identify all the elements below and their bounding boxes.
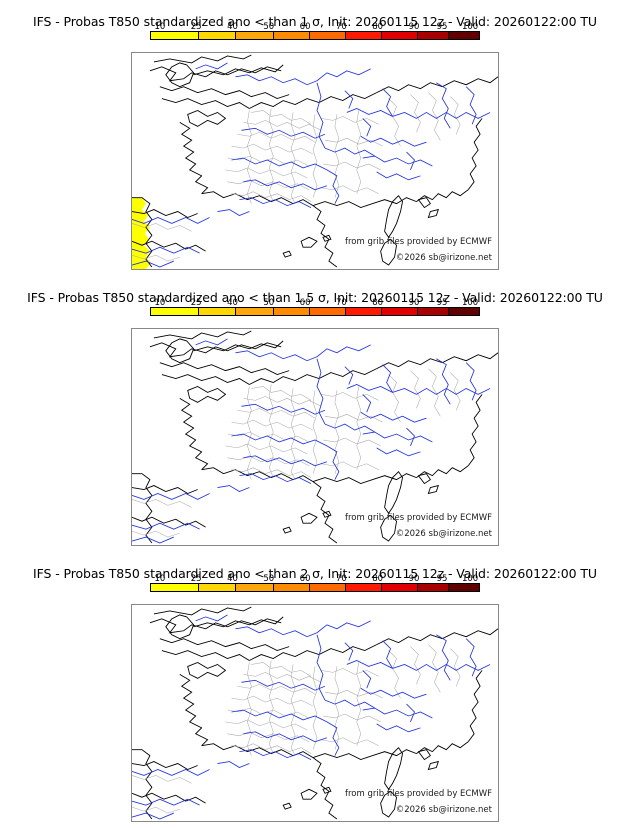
colorbar-tick-50: 50 — [263, 22, 275, 32]
colorbar-ticks: 10 25 40 50 60 70 80 90 95 100 — [150, 22, 480, 32]
map-canvas-1[interactable]: from grib files provided by ECMWF ©2026 … — [131, 52, 499, 270]
colorbar-ticks: 10 25 40 50 60 70 80 90 95 100 — [150, 574, 480, 584]
shaded-region-10-25 — [132, 197, 151, 269]
colorbar-tick-80: 80 — [372, 574, 384, 584]
colorbar-tick-25: 25 — [190, 574, 202, 584]
river-layer — [132, 338, 491, 544]
colorbar-segment-25-40 — [198, 32, 237, 39]
colorbar-tick-25: 25 — [190, 298, 202, 308]
colorbar-segment-80-90 — [382, 308, 419, 315]
forecast-panel-1-sigma: IFS - Probas T850 standardized ano < tha… — [0, 0, 630, 276]
island-layer — [282, 746, 440, 818]
colorbar-tick-95: 95 — [436, 22, 448, 32]
colorbar-tick-95: 95 — [436, 574, 448, 584]
data-source-credit: from grib files provided by ECMWF — [345, 237, 492, 247]
colorbar-segment-40-50 — [236, 32, 274, 39]
panel-title: IFS - Probas T850 standardized ano < tha… — [33, 566, 597, 581]
forecast-panel-1p5-sigma: IFS - Probas T850 standardized ano < tha… — [0, 276, 630, 552]
colorbar-segment-10-25 — [151, 308, 199, 315]
colorbar-tick-90: 90 — [408, 574, 420, 584]
forecast-panel-2-sigma: IFS - Probas T850 standardized ano < tha… — [0, 552, 630, 828]
copyright-credit: ©2026 sb@irizone.net — [395, 253, 492, 263]
colorbar-segment-25-40 — [198, 584, 237, 591]
colorbar-tick-40: 40 — [227, 574, 238, 584]
map-svg — [132, 606, 498, 820]
administrative-border-layer — [132, 368, 461, 538]
geography-layer — [132, 606, 498, 820]
colorbar-tick-40: 40 — [227, 22, 238, 32]
map-svg — [132, 330, 498, 544]
colorbar-2: 10 25 40 50 60 70 80 90 95 100 — [150, 298, 480, 316]
probability-shading-layer — [132, 197, 151, 269]
map-svg — [132, 54, 498, 269]
colorbar-tick-80: 80 — [372, 298, 384, 308]
colorbar-segment-95-100 — [449, 32, 479, 39]
colorbar-segment-90-95 — [418, 584, 450, 591]
colorbar-3: 10 25 40 50 60 70 80 90 95 100 — [150, 574, 480, 592]
river-layer — [132, 614, 491, 820]
colorbar-tick-95: 95 — [436, 298, 448, 308]
geography-layer — [132, 54, 498, 268]
data-source-credit: from grib files provided by ECMWF — [345, 513, 492, 523]
colorbar-segment-50-60 — [273, 308, 311, 315]
colorbar-tick-25: 25 — [190, 22, 202, 32]
colorbar-tick-50: 50 — [263, 574, 275, 584]
colorbar-segment-60-70 — [310, 584, 347, 591]
colorbar-tick-10: 10 — [154, 574, 166, 584]
colorbar-segment-10-25 — [151, 584, 199, 591]
colorbar-tick-70: 70 — [335, 22, 347, 32]
colorbar-segment-80-90 — [382, 32, 419, 39]
map-canvas-3[interactable]: from grib files provided by ECMWF ©2026 … — [131, 604, 499, 822]
colorbar-segment-95-100 — [449, 584, 479, 591]
colorbar-1: 10 25 40 50 60 70 80 90 95 100 — [150, 22, 480, 40]
colorbar-tick-90: 90 — [408, 22, 420, 32]
colorbar-tick-100: 100 — [461, 298, 479, 308]
coastline-layer — [132, 330, 498, 544]
colorbar-gradient — [150, 307, 480, 316]
colorbar-segment-40-50 — [236, 584, 274, 591]
colorbar-tick-100: 100 — [461, 574, 479, 584]
river-layer — [132, 62, 491, 268]
colorbar-tick-50: 50 — [263, 298, 275, 308]
island-layer — [282, 194, 440, 266]
colorbar-tick-100: 100 — [461, 22, 479, 32]
colorbar-tick-40: 40 — [227, 298, 238, 308]
colorbar-tick-80: 80 — [372, 22, 384, 32]
panel-title: IFS - Probas T850 standardized ano < tha… — [27, 290, 603, 305]
copyright-credit: ©2026 sb@irizone.net — [395, 805, 492, 815]
colorbar-segment-10-25 — [151, 32, 199, 39]
colorbar-segment-25-40 — [198, 308, 237, 315]
panel-title: IFS - Probas T850 standardized ano < tha… — [33, 14, 597, 29]
colorbar-tick-60: 60 — [299, 574, 311, 584]
colorbar-segment-50-60 — [273, 584, 311, 591]
colorbar-segment-95-100 — [449, 308, 479, 315]
geography-layer — [132, 330, 498, 544]
colorbar-segment-50-60 — [273, 32, 311, 39]
colorbar-segment-40-50 — [236, 308, 274, 315]
copyright-credit: ©2026 sb@irizone.net — [395, 529, 492, 539]
colorbar-tick-60: 60 — [299, 298, 311, 308]
colorbar-segment-60-70 — [310, 308, 347, 315]
colorbar-gradient — [150, 583, 480, 592]
colorbar-tick-10: 10 — [154, 298, 166, 308]
colorbar-tick-10: 10 — [154, 22, 166, 32]
colorbar-tick-70: 70 — [335, 574, 347, 584]
colorbar-segment-90-95 — [418, 308, 450, 315]
colorbar-tick-70: 70 — [335, 298, 347, 308]
colorbar-segment-70-80 — [346, 32, 383, 39]
administrative-border-layer — [132, 92, 461, 262]
colorbar-gradient — [150, 31, 480, 40]
colorbar-tick-60: 60 — [299, 22, 311, 32]
colorbar-segment-80-90 — [382, 584, 419, 591]
data-source-credit: from grib files provided by ECMWF — [345, 789, 492, 799]
administrative-border-layer — [132, 644, 461, 814]
colorbar-segment-90-95 — [418, 32, 450, 39]
island-layer — [282, 470, 440, 542]
colorbar-segment-70-80 — [346, 584, 383, 591]
colorbar-segment-70-80 — [346, 308, 383, 315]
colorbar-ticks: 10 25 40 50 60 70 80 90 95 100 — [150, 298, 480, 308]
colorbar-segment-60-70 — [310, 32, 347, 39]
colorbar-tick-90: 90 — [408, 298, 420, 308]
map-canvas-2[interactable]: from grib files provided by ECMWF ©2026 … — [131, 328, 499, 546]
